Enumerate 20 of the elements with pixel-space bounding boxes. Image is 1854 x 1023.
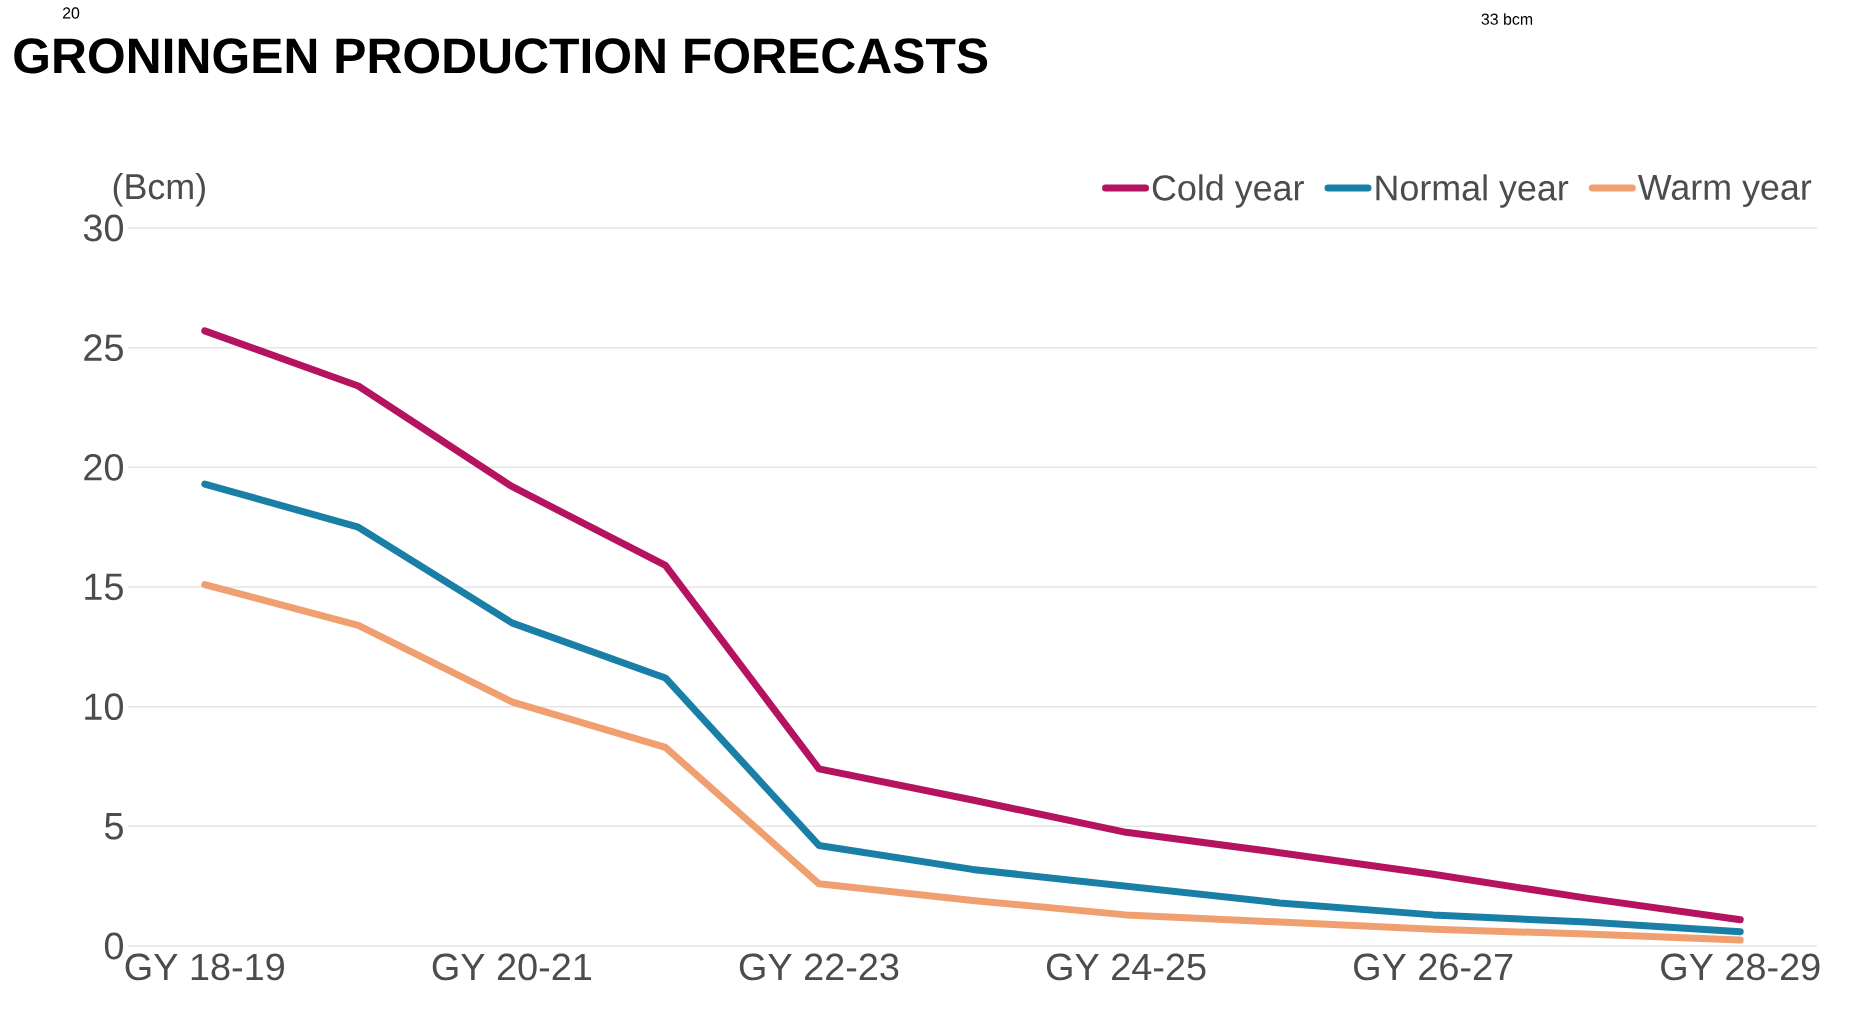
chart-title: GRONINGEN PRODUCTION FORECASTS <box>14 38 988 74</box>
y-tick-label: 0 <box>104 932 124 960</box>
y-tick-label: 15 <box>85 573 123 601</box>
x-tick-label: GY 28-29 <box>1661 953 1820 981</box>
x-tick-label: GY 22-23 <box>739 953 899 981</box>
x-tick-label: GY 24-25 <box>1046 953 1206 981</box>
y-tick-label: 30 <box>83 214 123 242</box>
y-tick-label: 10 <box>85 693 123 721</box>
x-tick-label: GY 26-27 <box>1354 953 1513 981</box>
legend-label: Normal year <box>1376 174 1569 208</box>
y-tick-label: 20 <box>84 453 123 481</box>
legend-label: Cold year <box>1152 174 1304 208</box>
y-axis-title: (Bcm) <box>113 173 205 207</box>
text: 20 <box>62 7 80 19</box>
x-tick-label: GY 20-21 <box>432 953 591 981</box>
legend-label: Warm year <box>1637 174 1812 208</box>
x-tick-label: GY 18-19 <box>125 953 284 981</box>
text: 33 bcm <box>1481 13 1533 25</box>
y-tick-label: 5 <box>104 813 123 840</box>
y-tick-label: 25 <box>84 334 123 362</box>
